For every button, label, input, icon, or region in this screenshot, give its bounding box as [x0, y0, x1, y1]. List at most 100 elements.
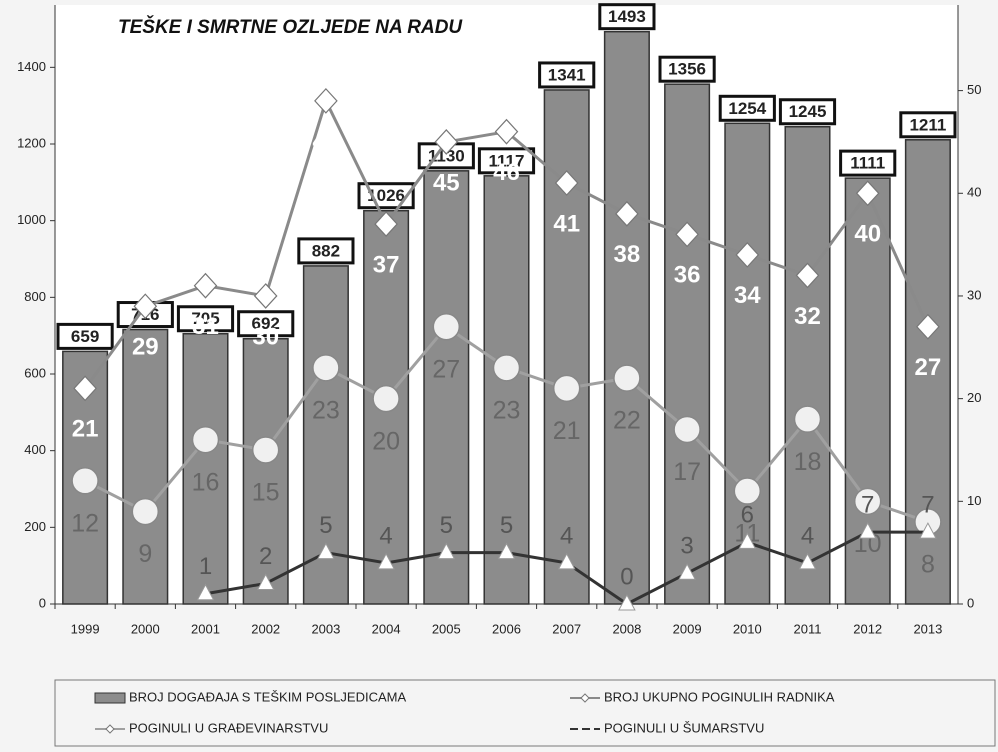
bar-label-box — [297, 237, 355, 265]
data-label: 27 — [915, 354, 942, 381]
data-label: 49 — [313, 128, 340, 155]
data-label: 1 — [199, 553, 212, 580]
bar-label: 692 — [252, 314, 280, 333]
bar-label: 1026 — [367, 186, 405, 205]
data-label: 18 — [794, 448, 822, 476]
y-tick-label: 800 — [24, 289, 46, 304]
data-label: 30 — [252, 323, 279, 350]
x-tick-label: 2009 — [673, 621, 702, 636]
data-label: 7 — [921, 491, 934, 518]
bar — [784, 126, 831, 605]
legend — [54, 679, 996, 747]
bar-label-box — [778, 98, 837, 126]
data-label: 34 — [734, 282, 761, 309]
bar-label: 1245 — [789, 102, 827, 121]
circle-marker — [793, 405, 822, 433]
x-tick-label: 2007 — [552, 621, 581, 636]
y-tick-label: 1200 — [17, 135, 46, 150]
legend-label: BROJ UKUPNO POGINULIH RADNIKA — [604, 689, 835, 704]
data-label: 46 — [493, 159, 520, 186]
y-tick-label: 600 — [24, 365, 46, 380]
x-tick-label: 2003 — [311, 621, 340, 636]
data-label: 4 — [379, 522, 392, 549]
circle-marker — [552, 374, 581, 403]
data-label: 0 — [620, 563, 633, 590]
bar — [483, 175, 530, 605]
data-label: 41 — [553, 210, 580, 237]
bar — [603, 30, 650, 605]
circle-marker — [853, 487, 882, 516]
bar-label: 1341 — [548, 65, 586, 84]
data-label: 45 — [433, 169, 460, 196]
x-tick-label: 2004 — [372, 621, 401, 636]
data-label: 21 — [553, 417, 581, 445]
diamond-marker — [795, 262, 820, 289]
data-label: 27 — [432, 355, 460, 383]
triangle-marker — [256, 573, 275, 590]
circle-marker — [613, 364, 641, 392]
bar-label-box — [658, 55, 716, 83]
circle-marker — [71, 467, 99, 495]
diamond-marker — [253, 283, 278, 309]
y2-tick-label: 30 — [967, 287, 981, 302]
y-tick-label: 200 — [24, 519, 46, 534]
x-tick-label: 2012 — [853, 621, 882, 636]
diamond-marker — [615, 200, 639, 227]
y2-tick-label: 0 — [967, 595, 974, 610]
legend-marker — [105, 724, 115, 734]
bar-label: 1117 — [489, 151, 525, 170]
y-tick-label: 0 — [39, 595, 46, 610]
data-label: 38 — [614, 241, 641, 268]
bar-label: 1111 — [850, 154, 885, 173]
legend-marker — [580, 693, 590, 703]
data-label: 16 — [192, 468, 220, 496]
data-label: 7 — [861, 491, 874, 518]
diamond-marker — [554, 170, 579, 196]
triangle-marker — [738, 532, 757, 549]
triangle-marker — [377, 552, 395, 570]
bar-label: 705 — [191, 309, 219, 328]
data-label: 23 — [312, 396, 340, 424]
circle-marker — [312, 354, 340, 382]
legend-swatch — [94, 692, 126, 704]
data-label: 17 — [673, 458, 701, 486]
bar-label-box — [237, 310, 295, 338]
legend-label: POGINULI U GRAĐEVINARSTVU — [129, 720, 328, 735]
data-label: 2 — [259, 543, 272, 570]
bar — [182, 333, 229, 605]
data-label: 5 — [319, 512, 332, 539]
diamond-marker — [193, 272, 218, 299]
bar-label-box — [176, 305, 235, 333]
diamond-marker — [916, 313, 940, 340]
chart-title: TEŠKE I SMRTNE OZLJEDE NA RADU — [118, 16, 463, 38]
data-label: 23 — [493, 396, 521, 424]
triangle-marker — [678, 563, 696, 580]
data-label: 21 — [72, 416, 99, 443]
bar-label: 1356 — [668, 60, 706, 79]
bar-label: 1130 — [428, 146, 465, 165]
bar-label-box — [56, 322, 114, 350]
y2-tick-label: 20 — [967, 390, 981, 405]
diamond-marker — [434, 129, 459, 155]
data-label: 5 — [500, 512, 513, 539]
bar — [423, 170, 470, 605]
bar-label: 1211 — [909, 115, 946, 134]
data-label: 9 — [138, 540, 152, 568]
legend-label: BROJ DOGAĐAJA S TEŠKIM POSLJEDICAMA — [129, 689, 406, 704]
x-tick-label: 2011 — [794, 621, 822, 636]
data-label: 4 — [801, 522, 814, 549]
x-tick-label: 2000 — [131, 621, 160, 636]
x-tick-label: 1999 — [71, 621, 100, 636]
circle-marker — [432, 313, 461, 341]
bar-label: 882 — [312, 241, 340, 260]
x-tick-label: 2002 — [251, 621, 280, 636]
y-tick-label: 400 — [24, 442, 46, 457]
triangle-marker — [557, 552, 576, 570]
diamond-marker — [735, 242, 760, 268]
data-label: 29 — [132, 334, 159, 361]
bar-label: 659 — [71, 327, 99, 346]
circle-marker — [492, 354, 521, 382]
bar-label-box — [839, 149, 897, 177]
data-label: 8 — [921, 550, 935, 578]
y2-tick-label: 10 — [967, 493, 981, 508]
